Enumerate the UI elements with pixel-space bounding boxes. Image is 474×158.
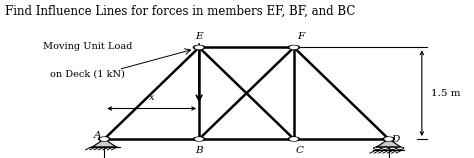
Circle shape — [193, 46, 205, 49]
Text: Find Influence Lines for forces in members EF, BF, and BC: Find Influence Lines for forces in membe… — [5, 5, 355, 18]
Text: C: C — [296, 146, 303, 155]
Text: B: B — [195, 146, 203, 155]
Text: A: A — [93, 131, 101, 140]
Text: F: F — [297, 32, 305, 41]
Text: 1.5 m: 1.5 m — [431, 89, 461, 98]
Circle shape — [100, 138, 108, 140]
Circle shape — [99, 137, 110, 141]
Circle shape — [195, 138, 203, 140]
Circle shape — [385, 138, 392, 140]
Circle shape — [288, 46, 300, 49]
Circle shape — [290, 46, 298, 49]
Circle shape — [290, 138, 298, 140]
Polygon shape — [92, 139, 116, 147]
Circle shape — [195, 46, 203, 49]
Circle shape — [383, 137, 394, 141]
Text: on Deck (1 kN): on Deck (1 kN) — [50, 70, 125, 79]
Polygon shape — [377, 139, 401, 147]
Text: Moving Unit Load: Moving Unit Load — [43, 42, 132, 51]
Circle shape — [288, 137, 300, 141]
Circle shape — [193, 137, 205, 141]
Text: D: D — [392, 135, 400, 143]
Text: E: E — [195, 32, 203, 41]
Text: x: x — [149, 93, 155, 102]
